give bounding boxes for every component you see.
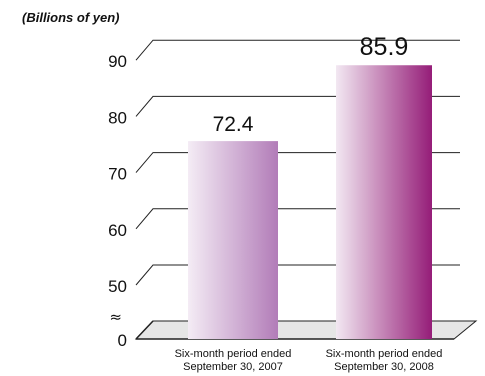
category-label-2007-line-1: Six-month period ended	[175, 348, 292, 360]
axis-break-symbol: ≈	[109, 308, 122, 326]
unit-label: (Billions of yen)	[22, 10, 120, 25]
value-label-2007: 72.4	[213, 113, 254, 136]
category-label-2007-line-2: September 30, 2007	[183, 361, 283, 373]
y-tick-label-50: 50	[108, 277, 127, 296]
bar-2007	[188, 141, 278, 339]
gridline-90	[135, 39, 460, 61]
category-label-2008-line-1: Six-month period ended	[326, 348, 443, 360]
category-label-2008-line-2: September 30, 2008	[334, 361, 434, 373]
baseline-slant	[135, 320, 154, 340]
y-tick-label-0: 0	[118, 331, 127, 350]
y-tick-label-90: 90	[108, 52, 127, 71]
y-tick-label-60: 60	[108, 221, 127, 240]
y-tick-label-80: 80	[108, 108, 127, 127]
value-label-2008: 85.9	[360, 33, 409, 61]
bar-series	[188, 65, 432, 339]
y-tick-label-70: 70	[108, 165, 127, 184]
bar-2008	[336, 65, 432, 339]
